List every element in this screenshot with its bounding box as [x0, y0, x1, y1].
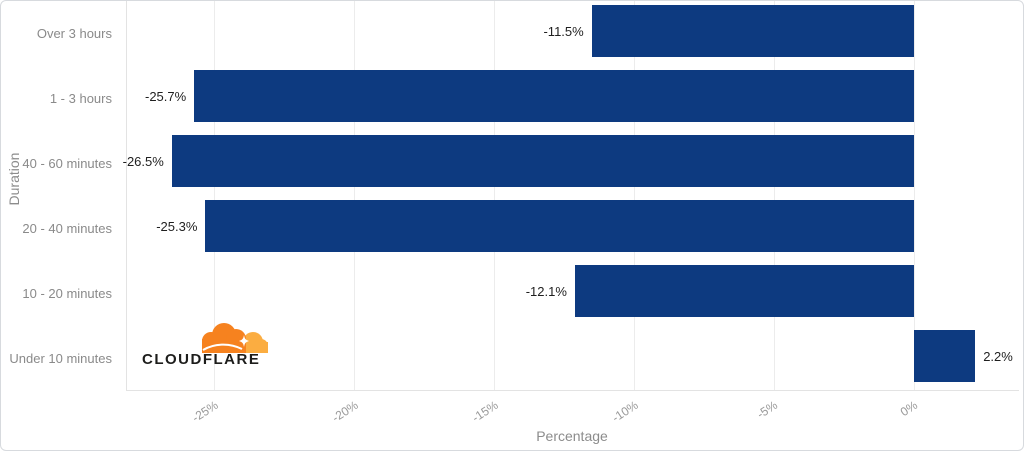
gridline — [353, 1, 355, 390]
bar — [591, 5, 914, 57]
gridline — [213, 1, 215, 390]
y-axis-category-labels: Over 3 hours 1 - 3 hours 40 - 60 minutes 20… — [1, 1, 119, 391]
category-label: Under 10 minutes — [9, 350, 112, 366]
category-label: 20 - 40 minutes — [22, 220, 112, 236]
x-tick-label: 0% — [898, 398, 921, 420]
x-tick-label: -5% — [754, 398, 781, 422]
cloudflare-wordmark: CLOUDFLARE — [142, 351, 261, 368]
bar — [194, 70, 914, 122]
bar — [913, 330, 976, 382]
gridline — [493, 1, 495, 390]
bar — [574, 265, 914, 317]
cloudflare-cloud-icon — [198, 323, 272, 356]
category-label: 40 - 60 minutes — [22, 155, 112, 171]
bar-value-label: -12.1% — [525, 283, 567, 299]
bar-value-label: -25.7% — [145, 88, 187, 104]
bar-value-label: 2.2% — [983, 348, 1013, 364]
category-label: Over 3 hours — [36, 25, 112, 41]
bar-value-label: -26.5% — [122, 153, 164, 169]
gridline — [633, 1, 635, 390]
gridline — [913, 1, 915, 390]
category-label: 1 - 3 hours — [49, 90, 112, 106]
x-tick-label: -20% — [329, 398, 361, 425]
category-label: 10 - 20 minutes — [22, 285, 112, 301]
bar — [171, 135, 914, 187]
bar-value-label: -25.3% — [156, 218, 198, 234]
x-tick-label: -15% — [469, 398, 501, 425]
x-tick-label: -25% — [189, 398, 221, 425]
x-tick-label: -10% — [609, 398, 641, 425]
bar-value-label: -11.5% — [543, 23, 584, 39]
gridline — [773, 1, 775, 390]
bar — [205, 200, 914, 252]
x-axis-tick-labels: -25% -20% -15% -10% -5% 0% — [1, 398, 1023, 440]
x-axis-title: Percentage — [536, 428, 608, 444]
plot-area: -11.5% -25.7% -26.5% -25.3% -12.1% 2.2% — [122, 1, 1019, 391]
